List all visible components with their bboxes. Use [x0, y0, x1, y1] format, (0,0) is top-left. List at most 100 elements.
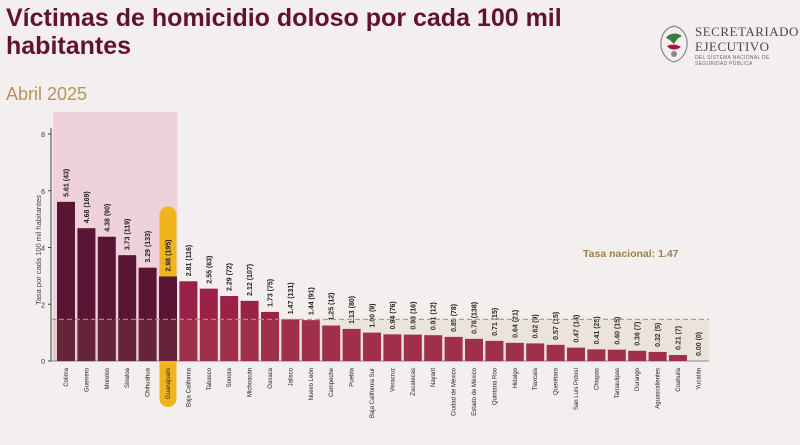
category-label: Estado de México	[472, 367, 478, 415]
data-label: 2.98 (195)	[166, 240, 173, 272]
data-label: 0.40 (15)	[614, 317, 621, 345]
data-label: 1.73 (75)	[268, 279, 275, 307]
category-label: San Luis Potosí	[574, 368, 580, 410]
category-label: Hidalgo	[513, 367, 519, 388]
category-label: Aguascalientes	[656, 368, 662, 409]
data-label: 2.55 (63)	[206, 256, 213, 284]
national-rate-band	[51, 319, 709, 361]
bar-puebla	[342, 328, 361, 361]
category-label: Nuevo León	[309, 368, 315, 400]
logo-text-line2: EJECUTIVO	[695, 39, 770, 54]
bar-oaxaca	[261, 311, 279, 361]
category-label: Nayarit	[431, 368, 437, 387]
bar-zacatecas	[403, 334, 422, 361]
data-label: 0.00 (0)	[696, 332, 703, 356]
bar-quer-taro	[546, 344, 565, 361]
category-label: Baja California	[186, 367, 192, 407]
bar-quintana-roo	[485, 340, 504, 361]
data-label: 1.00 (9)	[370, 304, 377, 328]
bar-sinaloa	[118, 255, 137, 361]
category-label: Colima	[64, 367, 70, 386]
category-label: Durango	[635, 367, 641, 391]
category-label: Veracruz	[390, 368, 396, 392]
bar-jalisco	[281, 319, 300, 361]
category-label: Yucatán	[696, 368, 702, 390]
bar-baja-california	[179, 281, 198, 361]
category-label: Oaxaca	[268, 367, 274, 388]
category-label: Tabasco	[207, 367, 213, 390]
y-tick-label: 0	[41, 359, 45, 366]
category-label: Sinaloa	[125, 367, 131, 388]
data-label: 3.73 (119)	[125, 219, 132, 251]
category-label: Morelos	[105, 368, 111, 389]
eagle-emblem-icon	[660, 25, 688, 63]
data-label: 0.21 (7)	[676, 326, 683, 350]
category-label: Zacatecas	[411, 368, 417, 396]
data-label: 2.12 (107)	[247, 264, 254, 296]
data-label: 0.94 (76)	[390, 301, 397, 329]
category-label: Sonora	[227, 367, 233, 387]
bar-nayarit	[424, 335, 443, 361]
bar-morelos	[97, 236, 116, 361]
bar-chiapas	[587, 349, 606, 361]
y-tick-label: 4	[41, 246, 45, 253]
bar-campeche	[322, 325, 341, 361]
category-label: Quintana Roo	[492, 367, 498, 405]
data-label: 0.32 (5)	[655, 323, 662, 347]
logo-text-line1: SECRETARIADO	[695, 24, 799, 39]
bar-baja-california-sur	[363, 332, 381, 361]
category-label: Michoacán	[248, 368, 254, 397]
data-label: 4.68 (169)	[84, 191, 91, 223]
category-label: Baja California Sur	[370, 368, 376, 418]
category-label: Guerrero	[84, 367, 90, 392]
category-label: Tlaxcala	[533, 367, 539, 390]
bar-coahuila	[669, 355, 687, 361]
bar-tamaulipas	[607, 349, 626, 361]
data-label: 0.85 (78)	[451, 304, 458, 332]
data-label: 0.47 (14)	[574, 315, 581, 343]
data-label: 1.25 (12)	[329, 293, 336, 321]
data-label: 0.71 (15)	[492, 308, 499, 336]
category-label: Coahuila	[676, 367, 682, 391]
bar-sonora	[220, 296, 239, 361]
data-label: 4.38 (90)	[104, 204, 111, 232]
data-label: 0.62 (9)	[533, 314, 540, 338]
data-label: 0.36 (7)	[635, 322, 642, 346]
category-label: Chiapas	[594, 368, 600, 390]
y-axis-label: Tasa por cada 100 mil habitantes	[34, 195, 43, 305]
bar-durango	[628, 350, 647, 361]
data-label: 0.57 (15)	[553, 312, 560, 340]
data-label: 3.29 (133)	[145, 231, 152, 263]
category-label: Querétaro	[554, 367, 560, 395]
category-label: Jalisco	[288, 367, 294, 386]
category-label: Campeche	[329, 367, 335, 397]
data-label: 0.64 (21)	[512, 310, 519, 338]
bar-hidalgo	[505, 342, 524, 361]
page-title: Víctimas de homicidio doloso por cada 10…	[6, 4, 562, 60]
data-label: 1.44 (91)	[308, 287, 315, 315]
bar-tabasco	[199, 288, 218, 361]
bar-chihuahua	[138, 267, 157, 361]
data-label: 0.93 (16)	[410, 302, 417, 330]
logo-text-line3: DEL SISTEMA NACIONAL DE SEGURIDAD PÚBLIC…	[695, 55, 770, 67]
bar-aguascalientes	[648, 351, 667, 361]
bar-colima	[57, 201, 75, 361]
bar-michoac-n	[240, 300, 259, 361]
data-label: 0.91 (12)	[431, 302, 438, 330]
data-label: 1.13 (80)	[349, 296, 356, 324]
category-label: Tamaulipas	[615, 368, 621, 398]
data-label: 2.81 (116)	[186, 245, 193, 277]
category-label: Chihuahua	[146, 367, 152, 397]
data-label: 0.41 (25)	[594, 316, 601, 344]
bar-nuevo-le-n	[301, 320, 320, 361]
data-label: 1.47 (131)	[288, 282, 295, 314]
bar-ciudad-de-m-xico	[444, 336, 463, 361]
data-label: 2.29 (72)	[227, 263, 234, 291]
category-label: Guanajuato	[166, 367, 172, 399]
national-rate-label: Tasa nacional: 1.47	[583, 248, 679, 260]
secretariado-logo: SECRETARIADO EJECUTIVO DEL SISTEMA NACIO…	[655, 22, 798, 72]
page-subtitle: Abril 2025	[6, 84, 88, 104]
y-tick-label: 2	[41, 302, 45, 309]
y-tick-label: 6	[41, 189, 45, 196]
